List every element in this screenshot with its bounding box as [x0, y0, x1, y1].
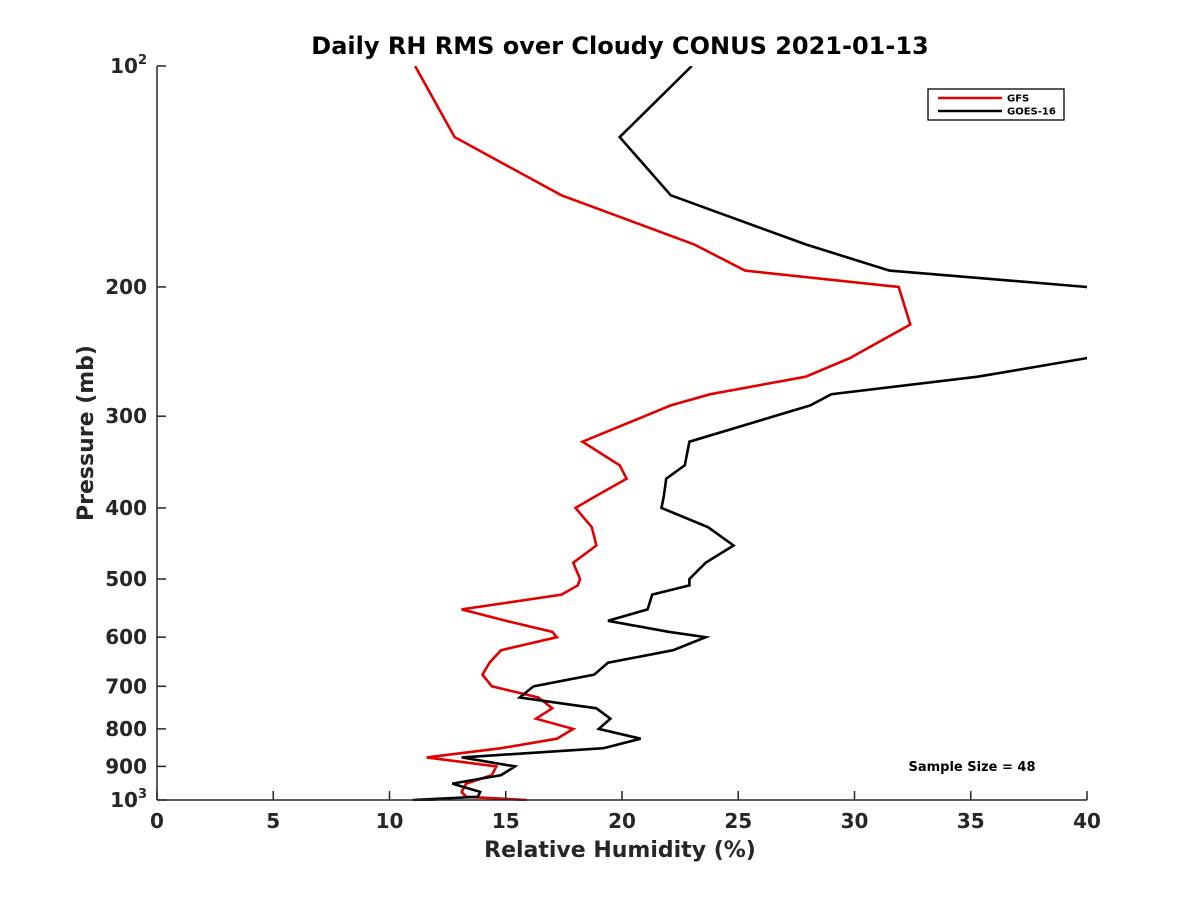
x-tick-label: 0	[150, 809, 164, 833]
legend-label-goes-16: GOES-16	[1007, 107, 1056, 118]
series-layer	[412, 66, 1087, 801]
y-tick-label: 800	[105, 717, 147, 741]
x-tick-label: 5	[266, 809, 280, 833]
x-ticks: 0 5 10 15 20 25 30 35 40	[150, 791, 1101, 833]
series-line-goes-16	[412, 66, 1087, 801]
y-tick-label: 300	[105, 404, 147, 428]
y-ticks: 102 200 300 400 500 600 700 800 900 103	[105, 53, 166, 812]
y-tick-label: 900	[105, 754, 147, 778]
chart-title: Daily RH RMS over Cloudy CONUS 2021-01-1…	[311, 32, 928, 60]
x-axis-label: Relative Humidity (%)	[484, 838, 756, 863]
x-tick-label: 20	[608, 809, 636, 833]
y-tick-label: 102	[110, 53, 147, 78]
x-tick-label: 35	[957, 809, 985, 833]
series-line-gfs	[413, 66, 912, 801]
x-tick-label: 15	[492, 809, 520, 833]
y-tick-label: 600	[105, 625, 147, 649]
y-tick-label: 500	[105, 567, 147, 591]
x-tick-label: 25	[724, 809, 752, 833]
y-tick-label: 700	[105, 674, 147, 698]
y-tick-label: 200	[105, 275, 147, 299]
legend: GFS GOES-16	[927, 88, 1065, 121]
y-axis-label: Pressure (mb)	[74, 345, 99, 521]
legend-label-gfs: GFS	[1007, 94, 1029, 105]
x-tick-label: 30	[841, 809, 869, 833]
x-tick-label: 10	[376, 809, 404, 833]
y-tick-label: 103	[110, 787, 147, 812]
y-tick-label: 400	[105, 496, 147, 520]
legend-box	[927, 88, 1065, 121]
sample-size-annotation: Sample Size = 48	[908, 760, 1035, 775]
x-tick-label: 40	[1073, 809, 1101, 833]
